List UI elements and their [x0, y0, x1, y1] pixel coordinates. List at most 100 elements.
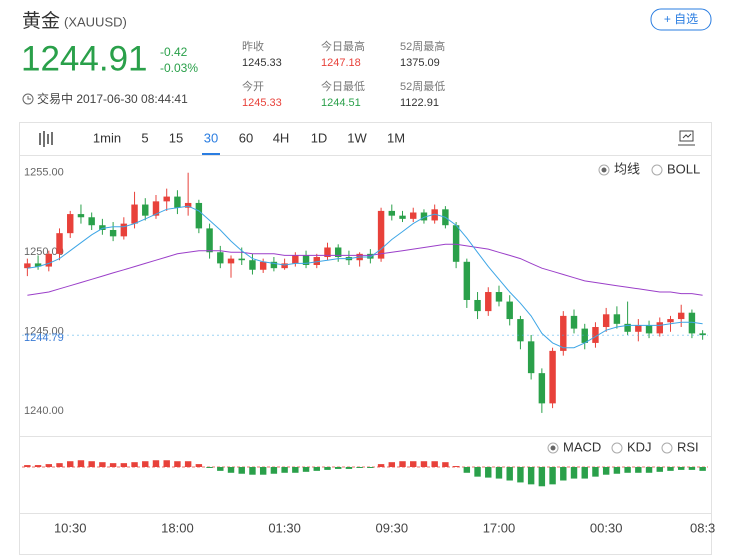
stat-label: 52周最高 [400, 39, 445, 53]
candle-body [77, 214, 85, 218]
macd-bar [399, 461, 406, 467]
y-tick-label: 1245.00 [24, 326, 64, 338]
x-tick-label: 17:00 [483, 520, 516, 535]
macd-bar [656, 467, 663, 472]
macd-bar [560, 467, 567, 481]
x-tick-label: 09:30 [376, 520, 409, 535]
candle-body [67, 214, 74, 234]
watch-button[interactable] [650, 8, 712, 31]
plot: 均线 BOLL MACD KDJ RSI 1240.00 1245.00 1250.00 125… [22, 161, 715, 535]
candle-body [699, 333, 706, 336]
candle-body [549, 350, 556, 404]
macd-bar [506, 467, 513, 481]
radio[interactable] [661, 442, 673, 454]
radio-label[interactable]: 均线 [614, 161, 640, 176]
candle-body [34, 263, 42, 267]
macd-bar [356, 467, 363, 468]
candle-body [635, 325, 642, 332]
period-tab[interactable]: 15 [169, 130, 183, 145]
stat-value: 1245.33 [242, 97, 282, 109]
period-tab[interactable]: 1W [347, 130, 367, 145]
candle-body [88, 217, 95, 226]
radio-label[interactable]: MACD [563, 439, 601, 454]
candle-body [142, 204, 149, 216]
candle-body [592, 327, 599, 343]
macd-bar [142, 461, 149, 467]
candle-body [538, 373, 546, 404]
chart-type-icon[interactable] [39, 131, 53, 147]
stat-label: 昨收 [242, 39, 264, 53]
moving-average [27, 243, 703, 296]
macd-bar [195, 464, 203, 467]
candle-body [270, 261, 278, 269]
macd-bar [602, 467, 610, 475]
trade-status: 交易中 2017-06-30 08:44:41 [37, 91, 188, 106]
candle-body [463, 261, 471, 300]
stat-value: 1244.51 [321, 97, 361, 109]
period-tab[interactable]: 5 [141, 130, 148, 145]
macd-bar [281, 467, 288, 473]
candle-body [281, 263, 288, 269]
macd-bar [527, 467, 535, 485]
period-tab[interactable]: 1M [387, 130, 405, 145]
asset-symbol: (XAUUSD) [64, 14, 127, 29]
macd-bar [77, 460, 85, 467]
radio-label[interactable]: KDJ [627, 439, 652, 454]
candle-body [195, 202, 203, 229]
candle-body [56, 233, 63, 254]
candle-body [581, 328, 588, 343]
macd-bar [292, 467, 299, 473]
x-tick-label: 10:30 [54, 520, 87, 535]
candle-body [645, 325, 653, 334]
candle-body [688, 312, 696, 334]
fullscreen-icon[interactable] [679, 130, 694, 142]
radio-dot[interactable] [550, 445, 556, 451]
candle-body [24, 263, 31, 269]
last-price-label: 1244.79 [24, 332, 64, 344]
candle-body [667, 319, 674, 323]
candle-body [367, 253, 374, 259]
macd-bar [88, 461, 95, 467]
candle-body [174, 196, 181, 208]
radio[interactable] [651, 164, 663, 176]
candle-body [259, 261, 267, 270]
watch-button-label[interactable]: + 自选 [664, 12, 698, 26]
macd-bar [495, 467, 503, 479]
period-tab[interactable]: 30 [204, 130, 218, 145]
x-tick-label: 00:30 [590, 520, 623, 535]
macd-bar [667, 467, 674, 471]
period-tab[interactable]: 4H [273, 130, 290, 145]
candle-body [131, 204, 138, 224]
fullscreen-icon-detail[interactable] [678, 133, 695, 146]
candle-body [560, 315, 567, 351]
candle-body [227, 258, 235, 264]
macd-bar [442, 462, 449, 467]
candle-body [495, 292, 503, 302]
period-tabs: 1min 5 15 30 60 4H 1D 1W 1M [93, 130, 405, 155]
stat-value: 1375.09 [400, 57, 440, 69]
radio-dot[interactable] [601, 167, 607, 173]
candle-body [377, 210, 385, 259]
candle-body [624, 323, 631, 332]
period-tab[interactable]: 1D [311, 130, 328, 145]
macd-bar [45, 464, 53, 467]
macd-bar [452, 466, 460, 467]
candle-body [485, 292, 492, 312]
candle-body [474, 299, 481, 312]
macd-bar [174, 461, 181, 467]
macd-bar [227, 467, 235, 473]
candle-body [506, 301, 513, 320]
stats: 昨收 1245.33 今开 1245.33 今日最高 1247.18 今日最低 1244.51… [242, 39, 445, 109]
macd-bar [624, 467, 631, 473]
radio-label[interactable]: BOLL [667, 161, 700, 176]
macd-bar [677, 467, 685, 470]
period-tab[interactable]: 60 [239, 130, 253, 145]
radio[interactable] [611, 442, 623, 454]
candle-body [388, 210, 396, 216]
asset-name: 黄金 [22, 10, 60, 32]
macd-bar [581, 467, 588, 479]
period-tab[interactable]: 1min [93, 130, 121, 145]
macd-bar [699, 467, 706, 471]
stat-label: 今日最低 [321, 79, 365, 93]
radio-label[interactable]: RSI [677, 439, 699, 454]
